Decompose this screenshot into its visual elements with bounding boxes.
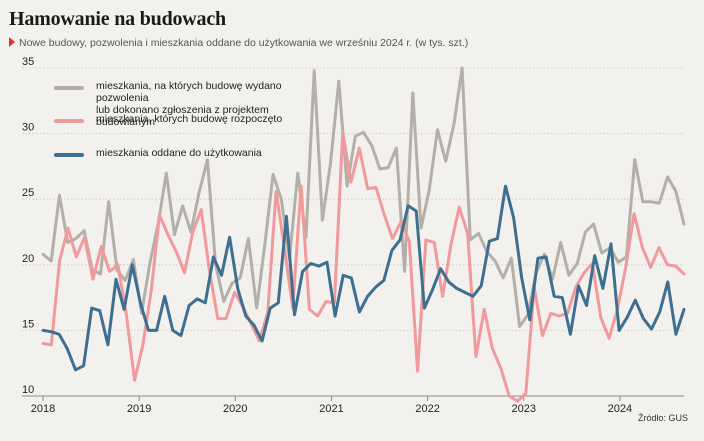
y-tick-label-30: 30 [22, 122, 34, 134]
y-tick-label-15: 15 [22, 318, 34, 330]
x-tick-label-2018: 2018 [31, 403, 55, 415]
x-tick-label-2023: 2023 [512, 403, 536, 415]
series-line-starts [41, 130, 686, 403]
y-tick-label-25: 25 [22, 187, 34, 199]
triangle-marker-icon [9, 37, 15, 47]
y-tick-label-35: 35 [22, 56, 34, 68]
source-note: Źródło: GUS [637, 413, 688, 423]
y-tick-label-10: 10 [22, 384, 34, 396]
legend-label-completions: mieszkania oddane do użytkowania [96, 147, 262, 159]
series-line-completions [41, 184, 686, 372]
chart-subtitle: Nowe budowy, pozwolenia i mieszkania odd… [9, 37, 468, 49]
subtitle-text: Nowe budowy, pozwolenia i mieszkania odd… [19, 37, 469, 49]
x-tick-label-2019: 2019 [127, 403, 151, 415]
legend-item-permits: mieszkania, na których budowę wydano poz… [54, 80, 314, 128]
x-tick-label-2024: 2024 [608, 403, 632, 415]
chart-title: Hamowanie na budowach [9, 8, 226, 30]
legend-item-starts: mieszkania, których budowę rozpoczęto [54, 113, 282, 125]
y-tick-label-20: 20 [22, 253, 34, 265]
legend-swatch-starts [54, 119, 84, 123]
legend-swatch-permits [54, 86, 84, 90]
legend-label-permits: mieszkania, na których budowę wydano poz… [96, 80, 282, 128]
x-tick-label-2021: 2021 [319, 403, 343, 415]
series-line-permits [41, 66, 686, 328]
legend-swatch-completions [54, 153, 84, 157]
x-tick-label-2022: 2022 [415, 403, 439, 415]
legend-item-completions: mieszkania oddane do użytkowania [54, 147, 262, 159]
legend-label-starts: mieszkania, których budowę rozpoczęto [96, 113, 283, 125]
x-tick-label-2020: 2020 [223, 403, 247, 415]
